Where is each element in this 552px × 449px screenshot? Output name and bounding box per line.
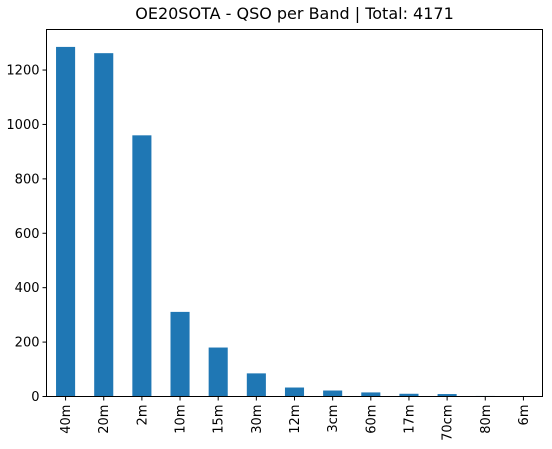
bar-10m [170,311,190,397]
bar-20m [94,53,114,397]
x-tick-label: 80m [479,405,494,434]
bar-40m [56,46,76,397]
bar-12m [284,387,305,397]
x-tick-label: 12m [288,405,303,434]
y-tick-label: 200 [15,336,40,351]
x-tick-label: 60m [364,405,379,434]
x-tick-label: 15m [212,405,227,434]
y-axis: 0 200 400 600 800 1000 1200 [6,64,47,405]
x-tick-label: 6m [517,405,532,426]
bars-group [56,46,533,397]
bar-17m [399,393,419,397]
y-tick-label: 1000 [6,118,39,133]
y-tick-label: 1200 [6,64,39,79]
x-tick-label: 40m [59,405,74,434]
x-tick-label: 20m [97,405,112,434]
y-tick-label: 800 [15,172,40,187]
plot-frame [46,29,543,397]
chart-title: OE20SOTA - QSO per Band | Total: 4171 [135,4,454,23]
bar-60m [361,392,381,397]
bar-70cm [437,394,457,397]
x-tick-label: 10m [174,405,189,434]
bar-3cm [323,390,343,397]
x-axis: 40m 20m 2m 10m 15m 30m 12m 3cm 60m 17m 70cm 80m 6m [59,396,532,441]
x-tick-label: 17m [402,405,417,434]
y-tick-label: 600 [15,227,40,242]
x-tick-label: 2m [135,405,150,426]
x-tick-label: 30m [250,405,265,434]
y-tick-label: 400 [15,281,40,296]
x-tick-label: 70cm [441,405,456,441]
bar-30m [246,373,266,397]
bar-2m [132,135,152,397]
x-tick-label: 3cm [326,405,341,433]
y-tick-label: 0 [31,390,39,405]
bar-15m [208,347,228,397]
